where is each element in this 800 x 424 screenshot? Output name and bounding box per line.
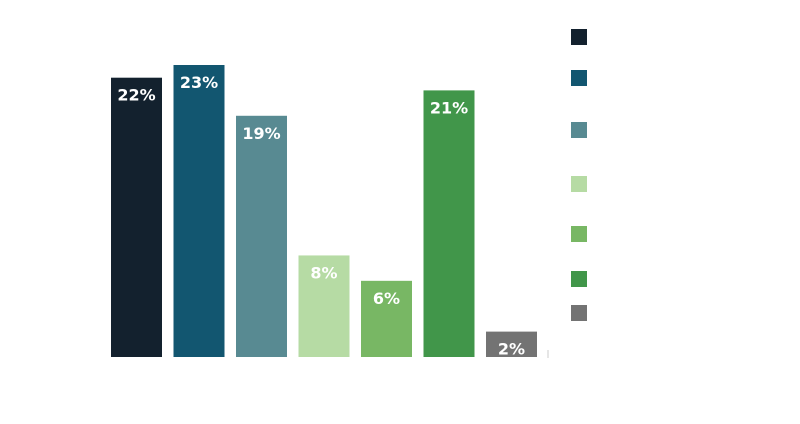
bars xyxy=(111,65,537,358)
bar-2 xyxy=(173,65,225,357)
legend xyxy=(571,29,587,321)
bar-labels: 22% 23% 19% 8% 6% 21% 2% xyxy=(117,73,525,359)
bar-6 xyxy=(423,90,475,358)
legend-swatch-4 xyxy=(571,176,587,192)
bar-1 xyxy=(111,77,162,358)
bar-3 xyxy=(236,115,287,357)
bar-5 xyxy=(361,280,412,357)
legend-swatch-6 xyxy=(571,271,587,287)
legend-swatch-2 xyxy=(571,70,587,86)
legend-swatch-3 xyxy=(571,122,587,138)
bar-label-7: 2% xyxy=(498,340,525,359)
legend-swatch-7 xyxy=(571,305,587,321)
legend-swatch-5 xyxy=(571,226,587,242)
bar-label-6: 21% xyxy=(430,98,468,117)
bar-label-4: 8% xyxy=(310,263,337,282)
bar-label-3: 19% xyxy=(242,124,280,143)
bar-4 xyxy=(298,255,350,357)
legend-swatch-1 xyxy=(571,29,587,45)
bar-label-1: 22% xyxy=(117,86,155,105)
bar-label-5: 6% xyxy=(373,289,400,308)
bar-label-2: 23% xyxy=(180,73,218,92)
bar-7 xyxy=(486,331,537,357)
